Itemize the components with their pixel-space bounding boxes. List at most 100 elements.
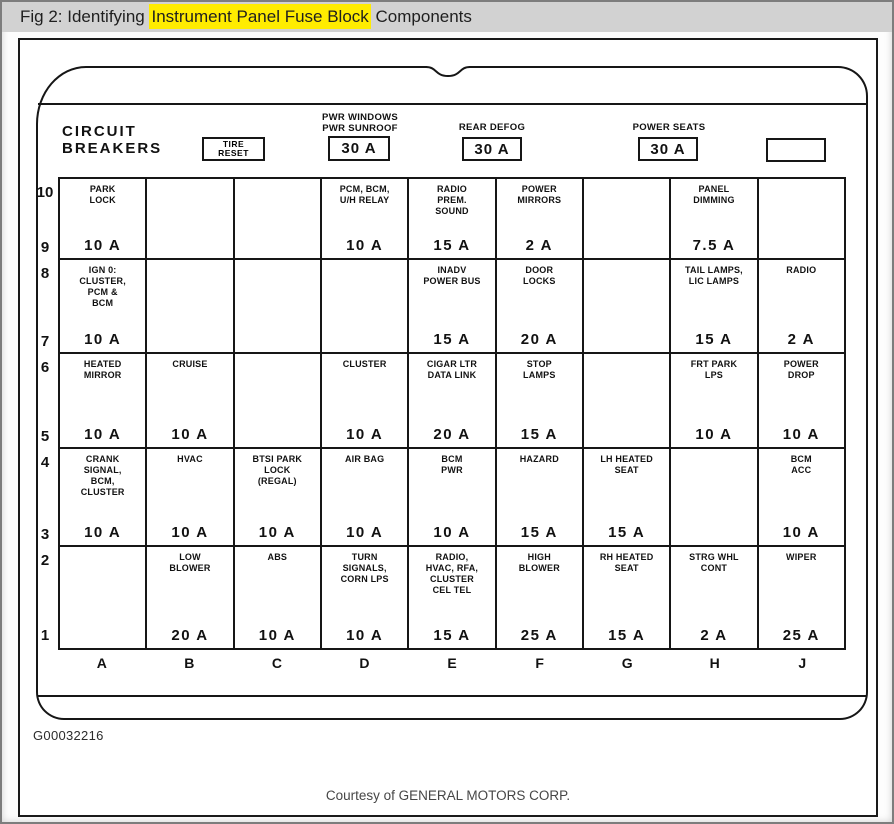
fuse-cell: WIPER 25 A — [759, 547, 844, 648]
fuse-cell-amps: 7.5 A — [692, 237, 736, 254]
fuse-cell-label: IGN 0: CLUSTER, PCM & BCM — [79, 265, 126, 308]
circuit-breakers-label: CIRCUIT BREAKERS — [62, 123, 163, 157]
fuse-cell — [759, 179, 844, 258]
fuse-cell-label: HVAC — [177, 454, 203, 464]
spare-breaker-box — [766, 138, 826, 162]
fuse-cell: HVAC 10 A — [147, 449, 235, 545]
fuse-cell-amps: 10 A — [433, 524, 471, 541]
fuse-cell-label: RADIO PREM. SOUND — [435, 184, 469, 216]
fuse-cell-label: CLUSTER — [342, 359, 387, 369]
fuse-cell: PCM, BCM, U/H RELAY 10 A — [322, 179, 410, 258]
fuse-cell: TAIL LAMPS, LIC LAMPS 15 A — [671, 260, 759, 352]
fuse-cell-label: PANEL DIMMING — [693, 184, 735, 205]
fuse-cell: BCM PWR 10 A — [409, 449, 497, 545]
fuse-cell-amps: 2 A — [525, 237, 553, 254]
fuse-cell: HIGH BLOWER 25 A — [497, 547, 584, 648]
fuse-cell-label: BTSI PARK LOCK (REGAL) — [252, 454, 303, 486]
cover-seam-top — [38, 103, 866, 105]
fuse-cell: RADIO, HVAC, RFA, CLUSTER CEL TEL 15 A — [409, 547, 497, 648]
fuse-cell-amps: 25 A — [782, 627, 820, 644]
fuse-cell-amps: 10 A — [782, 426, 820, 443]
fuse-cell-label: CIGAR LTR DATA LINK — [426, 359, 478, 380]
fuse-cell-amps: 10 A — [782, 524, 820, 541]
column-letter: E — [447, 655, 457, 671]
fuse-cell — [584, 179, 672, 258]
fuse-cell-amps: 15 A — [608, 627, 646, 644]
row-number: 1 — [40, 627, 50, 644]
fuse-band-row: PARK LOCK 10 A PCM, BCM, U/H RELAY 10 A RADI… — [60, 179, 844, 260]
fuse-block-outline: CIRCUIT BREAKERS TIRE RESET PWR WINDOWS … — [36, 65, 868, 720]
cover-notch — [425, 65, 471, 78]
fuse-cell-label: WIPER — [786, 552, 817, 562]
fuse-cell: CLUSTER 10 A — [322, 354, 410, 447]
figure-title-prefix: Fig 2: Identifying — [20, 7, 150, 26]
fuse-cell-label: AIR BAG — [344, 454, 385, 464]
breaker-power-seats-label: POWER SEATS — [632, 122, 706, 133]
fuse-band-row: CRANK SIGNAL, BCM, CLUSTER 10 A HVAC 10 A BT… — [60, 449, 844, 547]
fuse-cell: RADIO PREM. SOUND 15 A — [409, 179, 497, 258]
fuse-cell-label: PCM, BCM, U/H RELAY — [339, 184, 390, 205]
cover-seam-bottom — [38, 695, 866, 697]
fuse-cell — [584, 354, 672, 447]
row-numbers-column: 10 9 8 7 6 5 4 3 2 1 — [32, 177, 58, 650]
fuse-cell-label: HEATED MIRROR — [83, 359, 122, 380]
column-letter: F — [535, 655, 544, 671]
fuse-cell-label: POWER DROP — [783, 359, 819, 380]
row-number: 7 — [40, 333, 50, 350]
fuse-cell: BTSI PARK LOCK (REGAL) 10 A — [235, 449, 322, 545]
column-letter: D — [359, 655, 370, 671]
fuse-cell-label: TURN SIGNALS, CORN LPS — [340, 552, 389, 584]
fuse-cell: STOP LAMPS 15 A — [497, 354, 584, 447]
fuse-cell-amps: 15 A — [433, 331, 471, 348]
fuse-cell-label: CRUISE — [172, 359, 208, 369]
fuse-cell: HEATED MIRROR 10 A — [60, 354, 148, 447]
column-letter: C — [271, 655, 282, 671]
fuse-cell-label: BCM PWR — [441, 454, 463, 475]
fuse-cell-label: TAIL LAMPS, LIC LAMPS — [685, 265, 743, 286]
fuse-cell: POWER DROP 10 A — [759, 354, 844, 447]
fuse-cell: CRUISE 10 A — [147, 354, 235, 447]
row-number: 10 — [36, 184, 54, 201]
fuse-cell-amps: 15 A — [520, 426, 558, 443]
breaker-pwr-windows-amps-box: 30 A — [328, 136, 390, 161]
fuse-cell-label: INADV POWER BUS — [423, 265, 481, 286]
fuse-cell-label: HIGH BLOWER — [518, 552, 560, 573]
fuse-cell — [235, 354, 322, 447]
fuse-cell-amps: 15 A — [433, 237, 471, 254]
column-letter: H — [709, 655, 720, 671]
fuse-cell — [147, 179, 235, 258]
fuse-cell-amps: 10 A — [171, 426, 209, 443]
breaker-power-seats-amps-box: 30 A — [638, 137, 698, 161]
fuse-cell: INADV POWER BUS 15 A — [409, 260, 497, 352]
fuse-cell — [147, 260, 235, 352]
fuse-cell-label: RADIO, HVAC, RFA, CLUSTER CEL TEL — [425, 552, 479, 595]
courtesy-line: Courtesy of GENERAL MOTORS CORP. — [325, 788, 571, 803]
fuse-cell-amps: 10 A — [346, 524, 384, 541]
fuse-cell-label: HAZARD — [519, 454, 559, 464]
fuse-cell-amps: 10 A — [346, 426, 384, 443]
figure-title-suffix: Components — [370, 7, 472, 26]
fuse-cell-amps: 15 A — [695, 331, 733, 348]
row-number-pair: 10 9 — [32, 179, 58, 260]
fuse-cell-label: RADIO — [786, 265, 817, 275]
fuse-cell-label: DOOR LOCKS — [523, 265, 556, 286]
fuse-grid: PARK LOCK 10 A PCM, BCM, U/H RELAY 10 A RADI… — [58, 177, 846, 650]
fuse-cell-amps: 2 A — [700, 627, 728, 644]
fuse-cell: CIGAR LTR DATA LINK 20 A — [409, 354, 497, 447]
fuse-cell: LH HEATED SEAT 15 A — [584, 449, 672, 545]
fuse-cell-amps: 2 A — [787, 331, 815, 348]
fuse-cell-amps: 15 A — [433, 627, 471, 644]
fuse-cell-amps: 10 A — [84, 426, 122, 443]
fuse-cell: TURN SIGNALS, CORN LPS 10 A — [322, 547, 410, 648]
breaker-pwr-windows-label: PWR WINDOWS PWR SUNROOF — [321, 112, 399, 134]
breaker-rear-defog-amps-box: 30 A — [462, 137, 522, 161]
fuse-cell-label: RH HEATED SEAT — [599, 552, 654, 573]
fuse-cell-label: STRG WHL CONT — [689, 552, 739, 573]
fuse-cell — [60, 547, 148, 648]
fuse-cell-label: BCM ACC — [790, 454, 812, 475]
fuse-cell-label: LH HEATED SEAT — [600, 454, 653, 475]
fuse-cell-amps: 10 A — [84, 331, 122, 348]
fuse-cell-amps: 10 A — [346, 237, 384, 254]
